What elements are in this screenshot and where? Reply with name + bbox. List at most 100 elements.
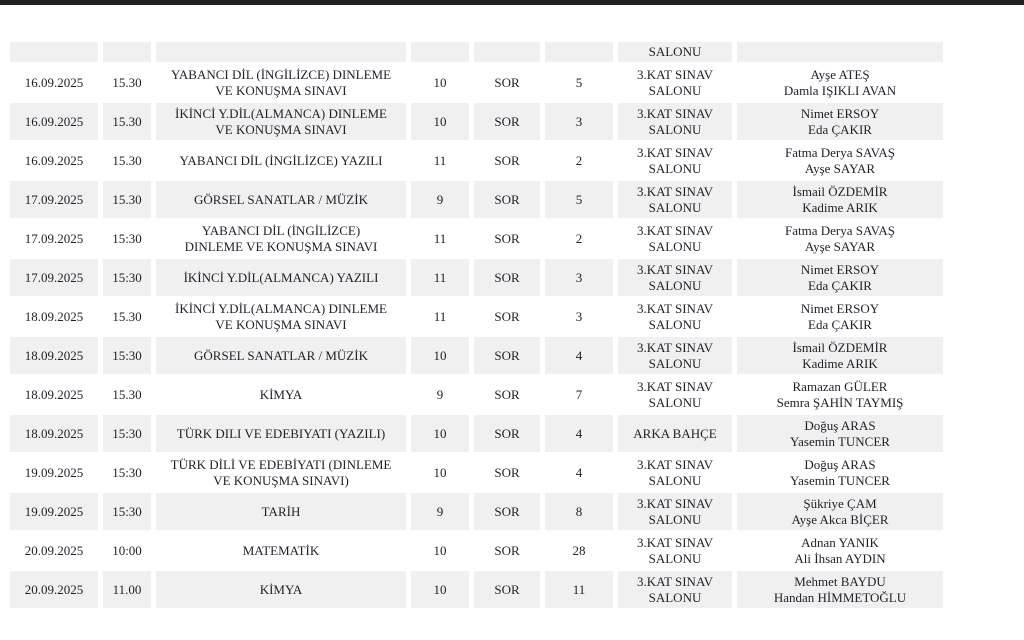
cell-date: 16.09.2025	[24, 74, 84, 90]
top-edge-bar	[0, 0, 1024, 5]
cell-proctors: Doğuş ARAS Yasemin TUNCER	[790, 456, 890, 488]
cell-exam-name: KİMYA	[156, 571, 406, 608]
table-row: 16.09.2025 15.30 YABANCI DİL (İNGİLİZCE)…	[10, 64, 943, 101]
cell-grade-level: 10	[411, 103, 469, 140]
cell-exam-name: İKİNCİ Y.DİL(ALMANCA) DINLEME VE KONUŞMA…	[156, 103, 406, 140]
cell-exam-name: MATEMATİK	[242, 542, 320, 558]
cell-location: 3.KAT SINAV SALONU	[618, 103, 732, 140]
cell-time: 10:00	[112, 542, 142, 558]
cell-location: 3.KAT SINAV SALONU	[636, 66, 714, 98]
cell-exam-type: SOR	[474, 493, 540, 530]
cell-grade-level: 11	[433, 308, 447, 324]
cell-grade-level: 9	[411, 181, 469, 218]
cell-proctors: Ayşe ATEŞ Damla IŞIKLI AVAN	[783, 66, 897, 98]
cell-proctors: Fatma Derya SAVAŞ Ayşe SAYAR	[784, 222, 896, 254]
cell-time: 15.30	[112, 152, 142, 168]
cell-proctors: Nimet ERSOY Eda ÇAKIR	[800, 300, 880, 332]
cell-exam-type: SOR	[494, 386, 520, 402]
cell-location: ARKA BAHÇE	[618, 415, 732, 452]
table-row: 17.09.2025 15.30 GÖRSEL SANATLAR / MÜZİK…	[10, 181, 943, 218]
table-row: 19.09.2025 15:30 TÜRK DİLİ VE EDEBİYATI …	[10, 454, 943, 491]
cell-exam-name: YABANCI DİL (İNGİLİZCE) DINLEME VE KONUŞ…	[184, 222, 378, 254]
cell-time: 15:30	[103, 415, 151, 452]
cell-location: 3.KAT SINAV SALONU	[636, 456, 714, 488]
cell-time: 15.30	[112, 308, 142, 324]
cell-exam-name: İKİNCİ Y.DİL(ALMANCA) YAZILI	[156, 259, 406, 296]
cell-exam-name: TÜRK DİLİ VE EDEBİYATI (DINLEME VE KONUŞ…	[170, 456, 392, 488]
cell-time: 15:30	[103, 493, 151, 530]
cell-time: 15.30	[112, 74, 142, 90]
cell-proctors: İsmail ÖZDEMİR Kadime ARIK	[737, 181, 943, 218]
cell-time: 11.00	[103, 571, 151, 608]
cell-proctors: Nimet ERSOY Eda ÇAKIR	[737, 259, 943, 296]
cell-time: 15:30	[103, 337, 151, 374]
cell-proctors: Şükriye ÇAM Ayşe Akca BİÇER	[737, 493, 943, 530]
cell-location: 3.KAT SINAV SALONU	[636, 378, 714, 410]
table-row: 18.09.2025 15.30 İKİNCİ Y.DİL(ALMANCA) D…	[10, 298, 943, 335]
cell-date: 18.09.2025	[24, 308, 84, 324]
table-row: 18.09.2025 15:30 TÜRK DILI VE EDEBIYATI …	[10, 415, 943, 452]
table-row: 17.09.2025 15:30 İKİNCİ Y.DİL(ALMANCA) Y…	[10, 259, 943, 296]
cell-location: 3.KAT SINAV SALONU	[618, 181, 732, 218]
cell-time: 15.30	[103, 103, 151, 140]
cell-student-count: 4	[575, 464, 583, 480]
cell-student-count: 5	[545, 181, 613, 218]
cell-grade-level: 10	[433, 542, 447, 558]
cell-proctors: Fatma Derya SAVAŞ Ayşe SAYAR	[784, 144, 896, 176]
cell-date: 17.09.2025	[10, 259, 98, 296]
cell-student-count: 4	[545, 415, 613, 452]
cell-student-count: 8	[545, 493, 613, 530]
cell-student-count: 3	[575, 308, 583, 324]
table-row: 20.09.2025 11.00 KİMYA 10 SOR 11 3.KAT S…	[10, 571, 943, 608]
table-row: 18.09.2025 15.30 KİMYA 9 SOR 7 3.KAT SIN…	[10, 376, 943, 413]
cell-proctors: Mehmet BAYDU Handan HİMMETOĞLU	[737, 571, 943, 608]
cell-exam-name: GÖRSEL SANATLAR / MÜZİK	[156, 337, 406, 374]
cell-date: 18.09.2025	[24, 386, 84, 402]
cell-date: 17.09.2025	[10, 181, 98, 218]
cell-exam-type: SOR	[474, 259, 540, 296]
cell-exam-type: SOR	[474, 571, 540, 608]
schedule-body: SALONU 16.09.2025 15.30 YABANCI DİL (İNG…	[10, 42, 943, 608]
cell-exam-type: SOR	[494, 74, 520, 90]
cell-exam-name: İKİNCİ Y.DİL(ALMANCA) DINLEME VE KONUŞMA…	[175, 300, 387, 332]
cell-student-count	[545, 42, 613, 62]
exam-schedule-table: SALONU 16.09.2025 15.30 YABANCI DİL (İNG…	[5, 40, 948, 610]
cell-location: 3.KAT SINAV SALONU	[636, 144, 714, 176]
cell-proctors: Adnan YANIK Ali İhsan AYDIN	[794, 534, 886, 566]
cell-grade-level: 10	[411, 571, 469, 608]
cell-date: 16.09.2025	[24, 152, 84, 168]
cell-date: 20.09.2025	[10, 571, 98, 608]
cell-student-count: 7	[575, 386, 583, 402]
cell-grade-level: 9	[411, 493, 469, 530]
cell-grade-level: 9	[436, 386, 444, 402]
cell-exam-type: SOR	[474, 337, 540, 374]
cell-time: 15:30	[103, 259, 151, 296]
cell-proctors: Nimet ERSOY Eda ÇAKIR	[737, 103, 943, 140]
cell-location: 3.KAT SINAV SALONU	[618, 571, 732, 608]
cell-date: 18.09.2025	[10, 415, 98, 452]
cell-time: 15.30	[103, 181, 151, 218]
cell-location: 3.KAT SINAV SALONU	[636, 222, 714, 254]
cell-proctors: Doğuş ARAS Yasemin TUNCER	[737, 415, 943, 452]
cell-proctors: İsmail ÖZDEMİR Kadime ARIK	[737, 337, 943, 374]
cell-grade-level: 11	[411, 259, 469, 296]
cell-exam-type: SOR	[494, 152, 520, 168]
cell-exam-type	[474, 42, 540, 62]
table-row: 16.09.2025 15.30 İKİNCİ Y.DİL(ALMANCA) D…	[10, 103, 943, 140]
table-row: 18.09.2025 15:30 GÖRSEL SANATLAR / MÜZİK…	[10, 337, 943, 374]
cell-student-count: 28	[572, 542, 586, 558]
cell-time	[103, 42, 151, 62]
cell-date: 18.09.2025	[10, 337, 98, 374]
cell-exam-type: SOR	[494, 230, 520, 246]
cell-student-count: 4	[545, 337, 613, 374]
cell-exam-type: SOR	[494, 308, 520, 324]
cell-exam-name	[156, 42, 406, 62]
cell-location: 3.KAT SINAV SALONU	[636, 300, 714, 332]
cell-proctors: Ramazan GÜLER Semra ŞAHİN TAYMIŞ	[776, 378, 904, 410]
cell-time: 15:30	[112, 464, 142, 480]
cell-location: SALONU	[618, 42, 732, 62]
cell-grade-level: 10	[411, 415, 469, 452]
cell-exam-type: SOR	[474, 415, 540, 452]
cell-time: 15:30	[112, 230, 142, 246]
cell-exam-name: YABANCI DİL (İNGİLİZCE) YAZILI	[179, 152, 383, 168]
